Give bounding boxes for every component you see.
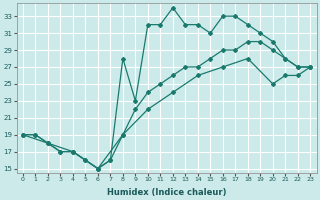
X-axis label: Humidex (Indice chaleur): Humidex (Indice chaleur): [107, 188, 226, 197]
